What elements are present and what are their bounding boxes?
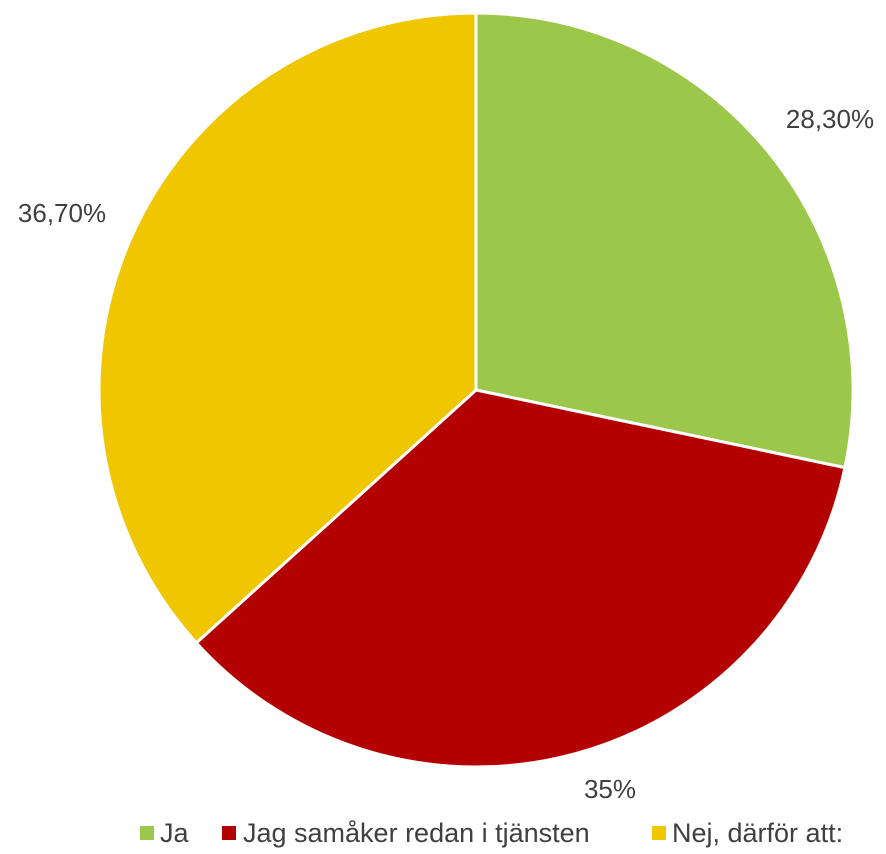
legend-label-3: Nej, därför att: [672,818,843,848]
legend-swatch-3 [652,826,666,840]
legend-label-2: Jag samåker redan i tjänsten [243,818,590,848]
pie-slices [97,11,855,769]
legend-swatch-2 [222,826,236,840]
legend-label-1: Ja [160,818,190,848]
legend-swatch-1 [140,826,154,840]
pie-slice-2 [194,388,847,769]
data-label-1: 28,30% [786,104,874,134]
legend: Ja Jag samåker redan i tjänsten Nej, därfö… [140,818,843,848]
pie-slice-1 [474,11,855,470]
data-label-2: 35% [584,774,636,804]
pie-slice-3 [97,11,478,645]
data-label-3: 36,70% [18,198,106,228]
slice-labels: 28,30% 35% 36,70% [18,104,874,804]
